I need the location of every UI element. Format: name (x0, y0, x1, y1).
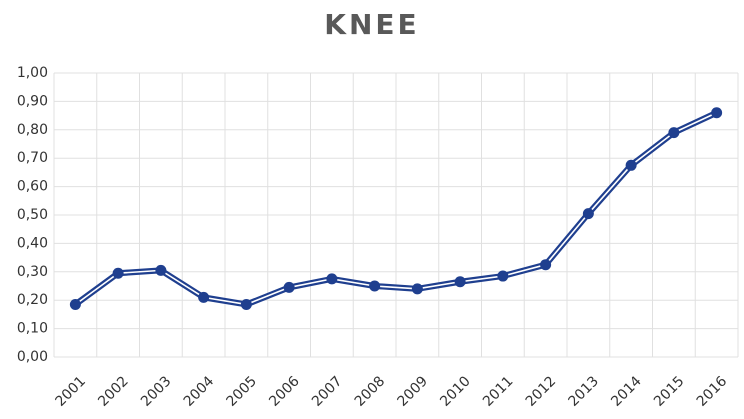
y-tick-label: 0,30 (17, 264, 48, 280)
y-tick-label: 0,00 (17, 349, 48, 365)
x-tick-label: 2008 (352, 373, 389, 410)
x-tick-label: 2003 (138, 373, 175, 410)
y-tick-label: 0,70 (17, 150, 48, 166)
y-tick-label: 0,40 (17, 235, 48, 251)
data-point (540, 259, 552, 271)
data-point (497, 270, 509, 282)
data-point (369, 280, 381, 292)
data-point (326, 273, 338, 285)
x-tick-label: 2002 (95, 373, 132, 410)
x-tick-label: 2009 (395, 373, 432, 410)
data-point (240, 298, 252, 310)
x-tick-label: 2016 (694, 373, 731, 410)
data-point (198, 291, 210, 303)
x-tick-label: 2005 (224, 373, 261, 410)
data-point (582, 208, 594, 220)
data-point (411, 283, 423, 295)
chart-title: KNEE (324, 8, 419, 41)
y-tick-label: 0,90 (17, 93, 48, 109)
x-tick-label: 2011 (480, 373, 517, 410)
y-tick-label: 0,10 (17, 321, 48, 337)
y-tick-label: 0,50 (17, 207, 48, 223)
data-point (155, 264, 167, 276)
y-tick-label: 0,60 (17, 179, 48, 195)
x-tick-label: 2013 (566, 373, 603, 410)
data-point (625, 159, 637, 171)
x-tick-label: 2010 (437, 373, 474, 410)
x-tick-label: 2014 (608, 373, 645, 410)
x-tick-label: 2015 (651, 373, 688, 410)
data-point (283, 281, 295, 293)
data-point (454, 276, 466, 288)
x-tick-label: 2007 (309, 373, 346, 410)
y-tick-label: 0,20 (17, 292, 48, 308)
y-tick-label: 0,80 (17, 122, 48, 138)
y-tick-label: 1,00 (17, 65, 48, 81)
data-point (112, 267, 124, 279)
x-tick-label: 2012 (523, 373, 560, 410)
data-point (711, 107, 723, 119)
series-line-highlight (74, 112, 717, 306)
x-tick-label: 2004 (181, 373, 218, 410)
data-point (69, 298, 81, 310)
x-tick-label: 2006 (266, 373, 303, 410)
data-point (668, 127, 680, 139)
x-tick-label: 2001 (53, 373, 90, 410)
